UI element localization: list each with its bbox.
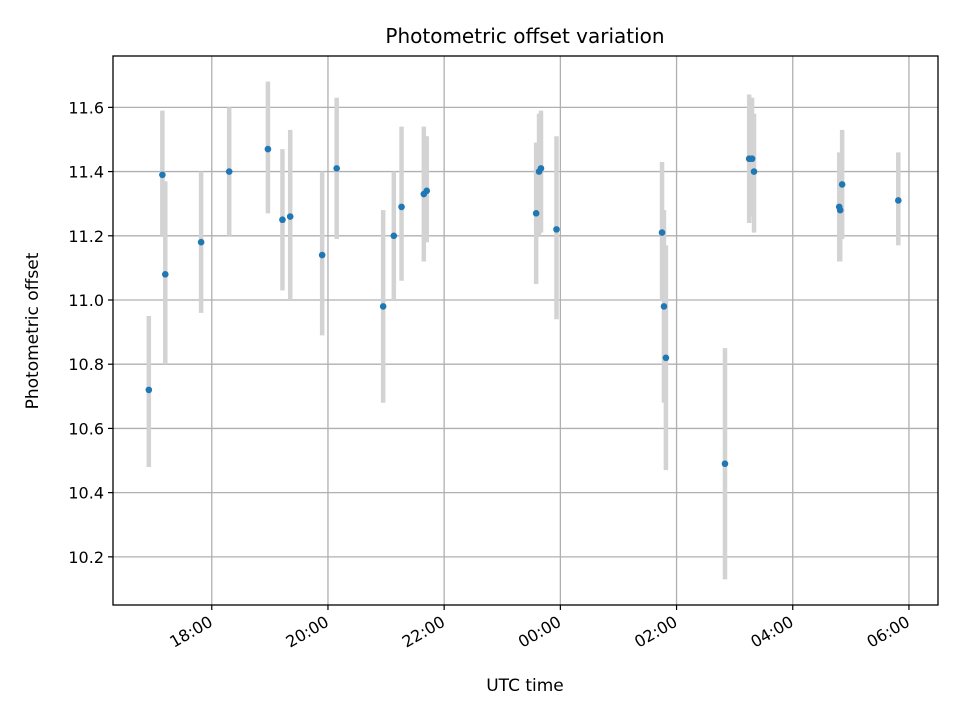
data-point xyxy=(537,165,545,172)
data-point xyxy=(894,197,902,204)
y-tick-label: 11.4 xyxy=(68,163,104,182)
data-point xyxy=(197,238,205,246)
data-point xyxy=(264,145,272,153)
data-point xyxy=(390,232,398,240)
y-tick-label: 10.2 xyxy=(68,548,104,567)
y-tick-label: 10.8 xyxy=(68,355,104,374)
x-tick-label: 06:00 xyxy=(864,612,913,652)
x-tick-label: 04:00 xyxy=(747,612,796,652)
x-axis-ticks: 18:00 20:00 22:00 00:00 02:00 04:00 06:00 xyxy=(166,605,913,652)
data-point xyxy=(658,229,666,236)
x-tick-label: 18:00 xyxy=(166,612,215,652)
grid xyxy=(113,56,938,605)
data-point xyxy=(279,216,286,224)
data-point xyxy=(423,187,431,195)
y-tick-label: 10.6 xyxy=(68,419,104,438)
data-point xyxy=(161,271,169,278)
plot-frame xyxy=(112,55,939,606)
errorbars xyxy=(146,81,901,580)
data-point xyxy=(836,206,844,214)
x-tick-label: 22:00 xyxy=(399,612,448,652)
y-axis-ticks: 10.2 10.4 10.6 10.8 11.0 11.2 11.4 11.6 xyxy=(68,98,113,567)
data-point xyxy=(159,171,166,179)
x-tick-label: 02:00 xyxy=(631,612,680,652)
data-point xyxy=(838,181,846,188)
x-tick-label: 00:00 xyxy=(515,612,564,652)
data-point xyxy=(379,303,387,310)
y-tick-label: 11.6 xyxy=(68,98,104,117)
data-point xyxy=(398,203,405,211)
y-axis-label: Photometric offset xyxy=(23,252,43,409)
y-tick-label: 10.4 xyxy=(68,484,104,503)
x-tick-label: 20:00 xyxy=(283,612,332,652)
y-tick-label: 11.0 xyxy=(68,291,104,310)
data-point xyxy=(286,213,294,220)
data-point xyxy=(750,168,758,175)
x-axis-label: UTC time xyxy=(486,676,564,696)
data-point xyxy=(721,460,729,468)
data-point xyxy=(660,303,668,310)
data-point xyxy=(145,386,153,394)
data-point xyxy=(333,165,340,172)
data-points xyxy=(145,145,902,468)
y-tick-label: 11.2 xyxy=(68,227,104,246)
data-point xyxy=(748,155,756,163)
data-point xyxy=(225,168,233,175)
data-point xyxy=(532,210,540,217)
data-point xyxy=(318,251,326,259)
chart-title: Photometric offset variation xyxy=(385,24,664,48)
data-point xyxy=(662,354,670,362)
data-point xyxy=(553,226,560,233)
